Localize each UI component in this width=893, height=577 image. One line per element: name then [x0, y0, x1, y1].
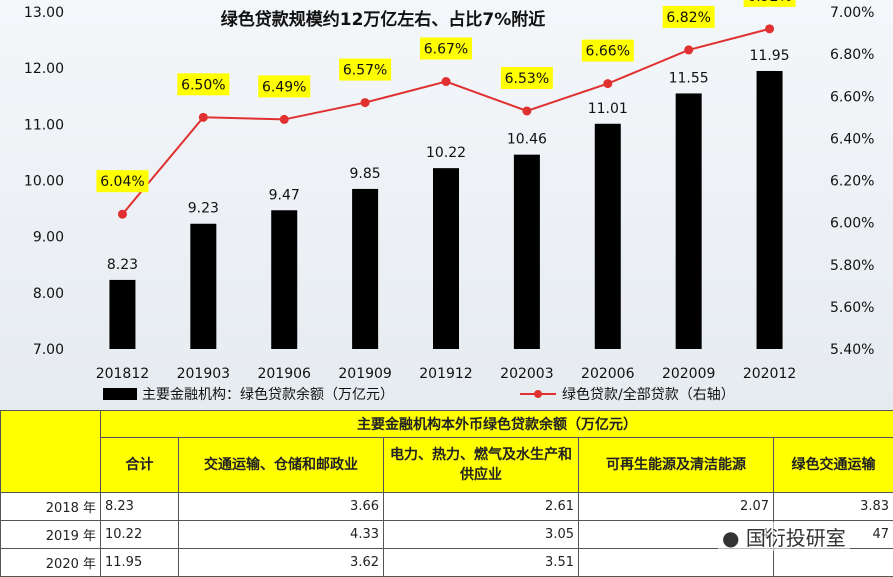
y-left-tick-label: 10.00 [24, 174, 64, 190]
table-row: 2020 年 11.95 3.62 3.51 [1, 549, 893, 577]
cell-transport: 3.62 [179, 549, 384, 577]
line-value-label: 6.04% [100, 174, 144, 190]
line-point [118, 210, 127, 219]
x-tick-label: 202009 [662, 366, 715, 382]
cell-green-transport: 3.83 [774, 493, 893, 521]
bar [757, 71, 783, 349]
bar [109, 280, 135, 349]
bar-value-label: 9.85 [350, 166, 381, 182]
y-right-tick-label: 5.40% [830, 342, 874, 358]
watermark: ● 国衍投研室 [718, 522, 850, 551]
x-tick-label: 202012 [743, 366, 796, 382]
y-right-tick-label: 6.60% [830, 89, 874, 105]
line-point [361, 98, 370, 107]
bar [595, 124, 621, 349]
y-left-tick-label: 8.00 [33, 286, 64, 302]
y-left-tick-label: 9.00 [33, 230, 64, 246]
x-tick-label: 201812 [96, 366, 149, 382]
line-point [199, 113, 208, 122]
bar-value-label: 10.22 [426, 145, 466, 161]
legend-line-marker [534, 390, 542, 398]
table-header-green-transport: 绿色交通运输 [774, 438, 893, 493]
cell-green-transport [774, 549, 893, 577]
loan-table: 主要金融机构本外币绿色贷款余额（万亿元） 合计 交通运输、仓储和邮政业 电力、热… [0, 410, 893, 577]
chart-panel: 7.00 8.00 9.00 10.00 11.00 12.00 13.00 5.40% 5.6… [0, 0, 893, 410]
table-title: 主要金融机构本外币绿色贷款余额（万亿元） [101, 411, 893, 438]
bar [676, 93, 702, 349]
table-corner [1, 411, 101, 493]
chart-title: 绿色贷款规模约12万亿左右、占比7%附近 [221, 9, 546, 30]
cell-renewable: 2.07 [579, 493, 774, 521]
y-left-tick-label: 7.00 [33, 342, 64, 358]
row-year: 2020 年 [1, 549, 101, 577]
x-tick-label: 201906 [257, 366, 311, 382]
cell-renewable [579, 549, 774, 577]
row-year: 2019 年 [1, 521, 101, 549]
cell-power: 3.05 [384, 521, 579, 549]
bar-value-label: 9.23 [188, 201, 219, 217]
line-point [684, 45, 693, 54]
bar-value-label: 11.01 [588, 101, 628, 117]
x-tick-label: 201909 [338, 366, 391, 382]
y-left-tick-label: 11.00 [24, 117, 64, 133]
x-tick-label: 202006 [581, 366, 635, 382]
table-row: 2018 年 8.23 3.66 2.61 2.07 3.83 [1, 493, 893, 521]
cell-total: 11.95 [101, 549, 179, 577]
line-value-label: 6.53% [505, 71, 549, 87]
cell-total: 8.23 [101, 493, 179, 521]
y-right-tick-label: 6.20% [830, 174, 874, 190]
legend-line-label: 绿色贷款/全部贷款（右轴） [562, 386, 735, 403]
bar-value-label: 11.95 [750, 48, 790, 64]
y-right-tick-label: 7.00% [830, 5, 874, 21]
cell-transport: 3.66 [179, 493, 384, 521]
bar [352, 189, 378, 349]
y-right-tick-label: 6.40% [830, 131, 874, 147]
y-right-tick-label: 5.60% [830, 300, 874, 316]
line-value-label: 6.67% [424, 42, 468, 58]
line-value-label: 6.66% [586, 44, 630, 60]
bar-value-label: 9.47 [269, 187, 300, 203]
y-right-tick-label: 6.00% [830, 216, 874, 232]
y-left-tick-label: 12.00 [24, 61, 64, 77]
cell-transport: 4.33 [179, 521, 384, 549]
bar [433, 168, 459, 349]
bar [190, 224, 216, 349]
table-header-transport: 交通运输、仓储和邮政业 [179, 438, 384, 493]
row-year: 2018 年 [1, 493, 101, 521]
y-right-tick-label: 5.80% [830, 258, 874, 274]
bar-value-label: 8.23 [107, 257, 138, 273]
line-point [280, 115, 289, 124]
cell-total: 10.22 [101, 521, 179, 549]
bar-value-label: 10.46 [507, 132, 547, 148]
bar [514, 155, 540, 349]
bar [271, 210, 297, 349]
line-point [442, 77, 451, 86]
legend-bar-swatch [103, 388, 137, 400]
bar-value-label: 11.55 [669, 70, 709, 86]
line-value-label: 6.50% [181, 77, 225, 93]
line-point [522, 106, 531, 115]
line-value-label: 6.82% [666, 10, 710, 26]
x-tick-label: 202003 [500, 366, 553, 382]
line-value-label: 6.92% [747, 0, 791, 5]
cell-power: 2.61 [384, 493, 579, 521]
cell-power: 3.51 [384, 549, 579, 577]
x-tick-label: 201903 [177, 366, 230, 382]
x-tick-label: 201912 [419, 366, 472, 382]
line-value-label: 6.57% [343, 63, 387, 79]
wechat-icon: ● [722, 526, 739, 550]
line-value-label: 6.49% [262, 79, 306, 95]
y-right-tick-label: 6.80% [830, 47, 874, 63]
table-header-power: 电力、热力、燃气及水生产和供应业 [384, 438, 579, 493]
watermark-text: 国衍投研室 [746, 526, 846, 550]
legend: 主要金融机构：绿色贷款余额（万亿元） 绿色贷款/全部贷款（右轴） [103, 386, 735, 403]
combo-chart: 7.00 8.00 9.00 10.00 11.00 12.00 13.00 5.40% 5.6… [0, 0, 893, 410]
y-left-tick-label: 13.00 [24, 5, 64, 21]
line-point [765, 24, 774, 33]
table-header-renewable: 可再生能源及清洁能源 [579, 438, 774, 493]
line-point [603, 79, 612, 88]
legend-bar-label: 主要金融机构：绿色贷款余额（万亿元） [142, 386, 394, 403]
table-header-total: 合计 [101, 438, 179, 493]
